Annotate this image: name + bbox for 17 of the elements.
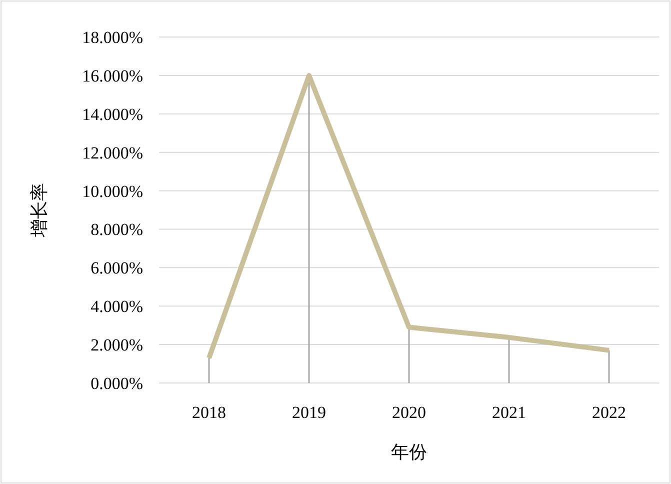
x-tick-label: 2021 (492, 403, 526, 422)
y-tick-label: 0.000% (90, 374, 143, 393)
y-tick-label: 10.000% (82, 182, 143, 201)
y-tick-label: 8.000% (90, 220, 143, 240)
x-tick-label: 2020 (392, 403, 426, 422)
x-tick-label: 2019 (292, 403, 326, 422)
y-tick-label: 12.000% (82, 143, 143, 162)
y-tick-label: 6.000% (90, 258, 143, 278)
y-tick-label: 18.000% (82, 28, 143, 47)
x-tick-label: 2022 (592, 403, 626, 422)
y-tick-label: 14.000% (82, 104, 143, 124)
y-tick-label: 2.000% (90, 336, 143, 355)
y-tick-label: 16.000% (82, 66, 143, 86)
y-axis-title: 增长率 (29, 183, 49, 238)
x-axis-title: 年份 (391, 442, 427, 462)
x-tick-label: 2018 (192, 403, 226, 422)
y-tick-label: 4.000% (90, 297, 143, 316)
